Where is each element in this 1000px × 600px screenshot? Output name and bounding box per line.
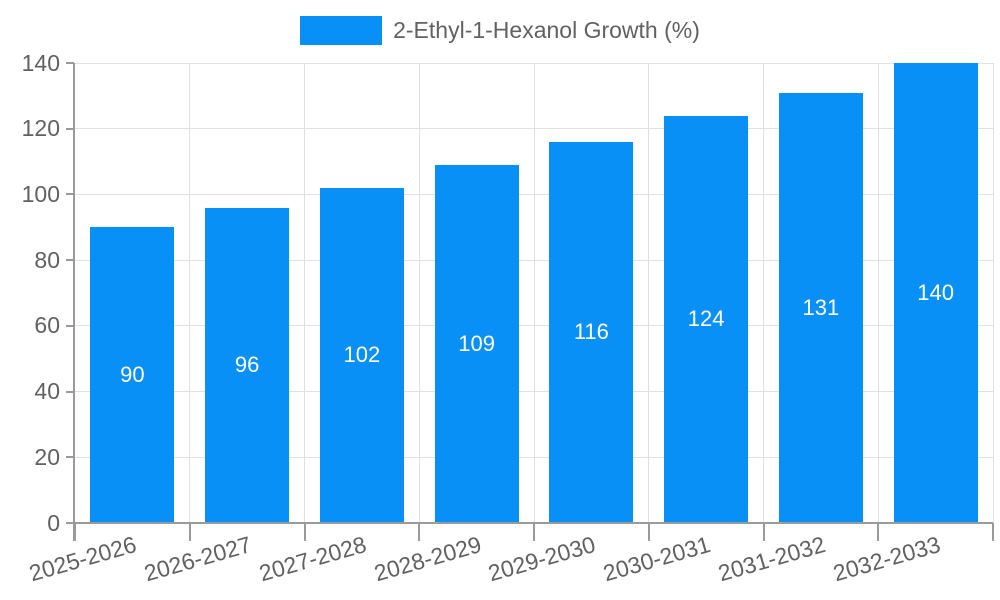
legend-swatch bbox=[300, 16, 383, 45]
v-gridline bbox=[418, 63, 420, 523]
bar: 140 bbox=[893, 63, 978, 523]
bar-value-label: 109 bbox=[458, 330, 495, 356]
bar-value-label: 102 bbox=[343, 342, 381, 368]
y-axis-label: 80 bbox=[34, 246, 60, 273]
bar: 116 bbox=[549, 141, 634, 523]
y-axis-label: 40 bbox=[34, 378, 60, 405]
v-gridline bbox=[648, 63, 650, 523]
y-axis-label: 60 bbox=[34, 312, 60, 339]
bar: 90 bbox=[90, 227, 175, 523]
y-axis-label: 140 bbox=[21, 49, 60, 76]
y-axis-tick bbox=[66, 62, 74, 64]
x-axis-tick bbox=[762, 523, 765, 541]
bar: 102 bbox=[319, 187, 404, 523]
bar-value-label: 90 bbox=[120, 362, 145, 388]
y-axis-tick bbox=[66, 456, 74, 459]
x-axis-tick bbox=[303, 523, 306, 541]
x-axis-tick bbox=[418, 523, 421, 541]
y-axis-label: 20 bbox=[34, 443, 60, 470]
x-axis-tick bbox=[74, 523, 76, 541]
y-axis-label: 120 bbox=[21, 115, 60, 142]
x-axis-tick bbox=[992, 523, 994, 541]
y-axis-tick bbox=[66, 522, 74, 524]
v-gridline bbox=[304, 63, 305, 523]
v-gridline bbox=[763, 63, 764, 523]
bar: 96 bbox=[205, 207, 290, 523]
legend-label: 2-Ethyl-1-Hexanol Growth (%) bbox=[393, 17, 700, 43]
v-gridline bbox=[189, 63, 191, 523]
bar: 131 bbox=[778, 92, 863, 523]
bar-value-label: 124 bbox=[687, 306, 725, 332]
y-axis-tick bbox=[66, 193, 74, 196]
x-axis-line bbox=[73, 522, 993, 524]
chart-legend: 2-Ethyl-1-Hexanol Growth (%) bbox=[0, 16, 1000, 45]
bar-value-label: 140 bbox=[917, 280, 954, 305]
bar-value-label: 131 bbox=[802, 294, 840, 320]
y-axis-label: 100 bbox=[21, 180, 60, 207]
v-gridline bbox=[533, 63, 535, 523]
x-axis-tick bbox=[877, 523, 880, 541]
x-axis-tick bbox=[647, 523, 650, 541]
v-gridline bbox=[877, 63, 879, 523]
bar: 109 bbox=[434, 164, 519, 523]
y-axis-line bbox=[73, 63, 75, 541]
x-axis-tick bbox=[188, 523, 191, 541]
bar-value-label: 116 bbox=[573, 319, 609, 345]
bar: 124 bbox=[664, 115, 749, 523]
y-axis-tick bbox=[66, 390, 74, 393]
y-axis-tick bbox=[66, 259, 74, 262]
x-axis-tick bbox=[533, 523, 535, 541]
bar-value-label: 96 bbox=[234, 352, 260, 378]
y-axis-tick bbox=[66, 324, 74, 327]
v-gridline bbox=[992, 63, 994, 523]
plot-area: 0 20 40 60 80 100 120 140 90 2025-2026 96 2026-2027… bbox=[22, 51, 994, 586]
y-axis-label: 0 bbox=[47, 509, 60, 536]
y-axis-tick bbox=[66, 127, 74, 130]
